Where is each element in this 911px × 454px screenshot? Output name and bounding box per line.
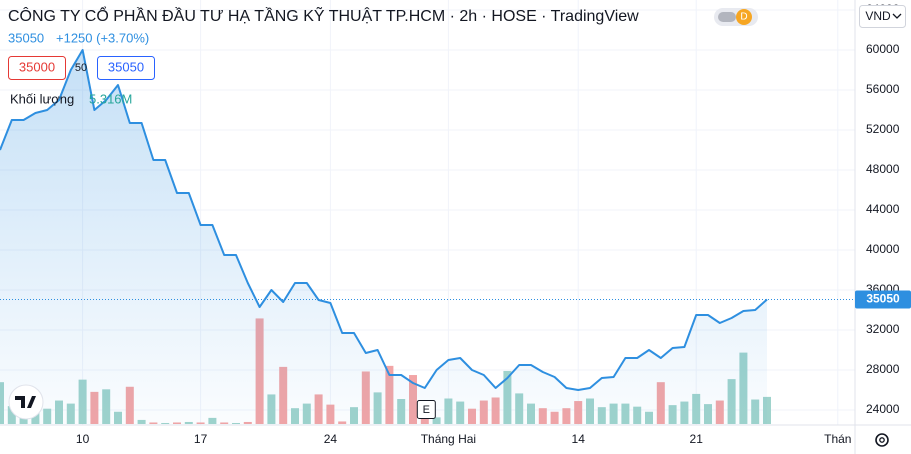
y-tick-label: 24000 [866, 402, 900, 416]
price-area [0, 50, 767, 425]
badge-dot [736, 9, 752, 25]
ask[interactable]: 35050 [108, 59, 144, 74]
y-tick-label: 56000 [866, 82, 900, 96]
badge: D [740, 12, 747, 23]
x-tick-label: 24 [324, 432, 338, 446]
toggle [718, 12, 736, 22]
x-tick-label: Thán [824, 432, 851, 446]
ask-box[interactable] [97, 56, 155, 80]
volume-value: 5.316M [89, 91, 132, 106]
logo[interactable] [15, 396, 36, 408]
y-tick-label: 48000 [866, 162, 900, 176]
x-tick-label: 14 [572, 432, 586, 446]
x-tick-label: 17 [194, 432, 208, 446]
event-marker: E [423, 404, 430, 416]
chart-title: CÔNG TY CỔ PHẦN ĐẦU TƯ HẠ TẦNG KỸ THUẬT … [8, 5, 639, 25]
bid-box[interactable] [8, 56, 66, 80]
spread: 50 [75, 62, 87, 74]
axes: 2400028000320003600040000440004800052000… [76, 2, 911, 446]
logo-bg[interactable] [8, 384, 44, 420]
price-line [0, 49, 768, 391]
event-marker-box [416, 400, 436, 419]
plot: E [0, 49, 855, 425]
last-price-tag [855, 290, 911, 309]
x-tick-label: 21 [690, 432, 704, 446]
y-tick-label: 28000 [866, 362, 900, 376]
price-change: +1250 (+3.70%) [56, 30, 149, 45]
bid[interactable]: 35000 [19, 59, 55, 74]
settings-icon-core[interactable] [879, 437, 885, 443]
y-tick-label: 32000 [866, 322, 900, 336]
y-tick-label: 44000 [866, 202, 900, 216]
volume-label: Khối lượng [10, 91, 74, 106]
x-tick-label: Tháng Hai [421, 432, 476, 446]
y-tick-label: 52000 [866, 122, 900, 136]
x-tick-label: 10 [76, 432, 90, 446]
currency-button[interactable] [859, 5, 906, 28]
last-price-tag-label: 35050 [866, 292, 900, 306]
dropdown-arrow[interactable] [892, 13, 902, 19]
y-tick-label: 40000 [866, 242, 900, 256]
last-price: 35050 [8, 30, 44, 45]
y-tick-label: 60000 [866, 42, 900, 56]
settings-icon[interactable] [875, 433, 889, 447]
currency[interactable]: VND [865, 9, 891, 23]
